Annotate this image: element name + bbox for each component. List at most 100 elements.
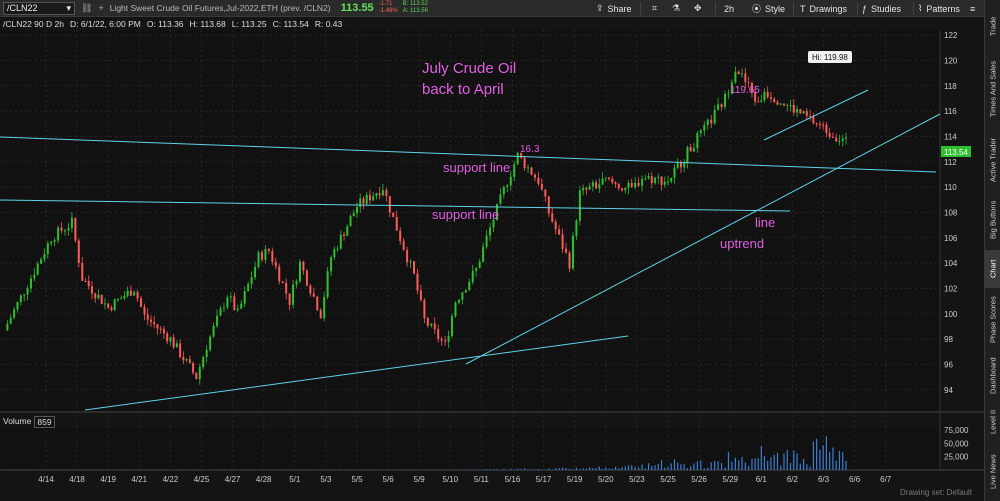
price-tick-label: 110 — [944, 183, 957, 192]
candle-body — [219, 308, 222, 316]
side-tab-trade[interactable]: Trade — [988, 16, 998, 36]
candle-body — [136, 292, 139, 299]
side-tab-phase-scores[interactable]: Phase Scores — [988, 296, 998, 344]
candle-body — [608, 177, 611, 179]
volume-axis: 75,000 50,000 25,000 — [944, 426, 969, 462]
candle-body — [724, 94, 727, 107]
volume-bar — [806, 464, 808, 470]
tools-button[interactable]: ✥ — [694, 0, 702, 17]
candle-body — [107, 303, 110, 308]
toolbar-divider — [793, 2, 794, 15]
candle-body — [319, 310, 322, 319]
side-tab-chart[interactable]: Chart — [985, 250, 1000, 288]
volume-bar — [634, 466, 636, 470]
studies-label: Studies — [871, 3, 902, 14]
candle-body — [506, 185, 509, 188]
candle-body — [676, 163, 679, 168]
volume-bar — [677, 462, 679, 470]
candle-body — [838, 140, 841, 142]
candle-body — [67, 227, 70, 231]
candle-body — [585, 187, 588, 190]
candle-body — [40, 259, 43, 264]
side-tab-level-ii[interactable]: Level II — [988, 409, 998, 435]
candle-body — [375, 193, 378, 197]
side-tab-times-and-sales[interactable]: Times And Sales — [988, 61, 998, 117]
candle-body — [776, 101, 779, 105]
volume-bar — [595, 467, 597, 470]
candle-body — [226, 297, 229, 308]
candle-body — [419, 290, 422, 301]
candle-body — [346, 226, 349, 236]
interval-button[interactable]: 2h — [724, 0, 734, 17]
volume-bar — [589, 467, 591, 470]
menu-button[interactable]: ≡ — [970, 0, 975, 17]
candle-body — [683, 162, 686, 168]
candle-body — [343, 234, 346, 236]
plus-icon[interactable]: + — [98, 3, 104, 13]
title-line1: July Crude Oil — [422, 60, 516, 77]
candle-body — [565, 248, 568, 253]
side-tab-live-news[interactable]: Live News — [988, 454, 998, 490]
volume-bar — [468, 469, 470, 470]
candle-body — [260, 252, 263, 260]
candle-body — [454, 302, 457, 317]
link-icon[interactable]: ⛓ — [81, 2, 93, 13]
candle-body — [673, 167, 676, 178]
candle-body — [482, 246, 485, 262]
candle-body — [247, 284, 250, 292]
studies-button[interactable]: ƒ Studies — [862, 0, 901, 17]
studies-icon: ƒ — [862, 3, 868, 14]
candle-body — [77, 240, 80, 264]
volume-bar — [548, 468, 550, 470]
style-button[interactable]: ⦿ Style — [752, 0, 785, 17]
volume-bar — [485, 469, 488, 470]
candle-body — [339, 234, 342, 249]
candle-body — [162, 328, 165, 334]
change-net: -1.71 — [378, 1, 393, 7]
volume-bar — [783, 453, 785, 470]
volume-bar — [664, 467, 666, 470]
flask-button[interactable]: ⚗ — [672, 0, 680, 17]
candle-body — [264, 248, 267, 260]
share-button[interactable]: ⇪ Share — [596, 0, 632, 17]
bar-date: D: 6/1/22, 6:00 PM — [69, 19, 141, 29]
candle-body — [822, 124, 825, 126]
candle-body — [413, 261, 416, 274]
candle-body — [53, 240, 56, 242]
time-axis: 4/14 4/18 4/19 4/21 4/22 4/25 4/27 4/28 5/1 5/3 5/… — [38, 475, 892, 484]
candle-body — [537, 177, 540, 184]
candle-body — [166, 333, 169, 342]
candle-body — [133, 292, 136, 296]
volume-bar — [799, 463, 801, 470]
candle-body — [561, 234, 564, 249]
candle-body — [97, 294, 100, 299]
price-tick-label: 104 — [944, 259, 958, 268]
toolbar-divider — [913, 2, 914, 15]
side-tab-dashboard[interactable]: Dashboard — [988, 357, 998, 395]
candle-body — [395, 217, 398, 231]
price-pane-bg — [0, 30, 940, 412]
candle-body — [595, 182, 598, 189]
volume-bar — [741, 456, 743, 470]
patterns-button[interactable]: ⌇ Patterns — [918, 0, 960, 17]
volume-bar — [816, 438, 818, 470]
time-tick-label: 5/29 — [722, 475, 738, 484]
side-tab-big-buttons[interactable]: Big Buttons — [988, 200, 998, 240]
time-tick-label: 6/1 — [756, 475, 768, 484]
volume-bar — [731, 461, 733, 470]
symbol-input[interactable]: /CLN22 ▾ — [3, 1, 75, 15]
time-tick-label: 5/23 — [629, 475, 645, 484]
candle-body — [64, 230, 67, 232]
drawings-button[interactable]: T Drawings — [800, 0, 847, 17]
volume-bar — [605, 467, 607, 470]
volume-label: Volume 859 — [3, 416, 55, 428]
candle-body — [126, 290, 129, 297]
current-price-label: 113.54 — [944, 148, 968, 157]
candle-body — [499, 194, 502, 204]
price-tick-label: 116 — [944, 107, 957, 116]
side-tab-active-trader[interactable]: Active Trader — [988, 137, 998, 183]
calculator-button[interactable]: ⌗ — [652, 0, 657, 17]
ask-price: A: 113.56 — [402, 8, 428, 14]
drawings-icon: T — [800, 3, 806, 14]
